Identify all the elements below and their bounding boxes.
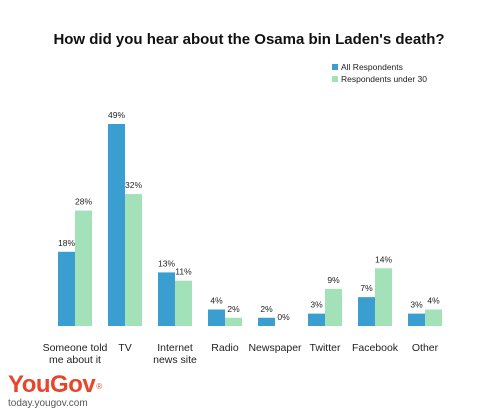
data-label: 32% xyxy=(125,180,142,190)
bar-under30-6 xyxy=(375,268,392,326)
category-label: Facebook xyxy=(352,342,399,354)
bars xyxy=(58,124,442,326)
data-label: 3% xyxy=(410,300,423,310)
category-label: Twitter xyxy=(310,342,341,354)
data-label: 4% xyxy=(210,296,223,306)
data-label: 2% xyxy=(227,304,240,314)
category-label: TV xyxy=(118,342,131,354)
brand-name: YouGov xyxy=(8,371,96,398)
data-label: 7% xyxy=(360,283,373,293)
legend: All Respondents Respondents under 30 xyxy=(332,62,427,84)
yougov-logo: YouGov® today.yougov.com xyxy=(8,371,102,410)
bar-under30-3 xyxy=(225,317,242,326)
category-label: Newspaper xyxy=(248,342,302,354)
bar-all-2 xyxy=(158,272,175,326)
registered-mark: ® xyxy=(96,382,102,391)
data-label: 11% xyxy=(175,267,192,277)
category-label: me about it xyxy=(49,354,101,366)
data-labels: 18% 28% 49% 32% 13%11% 4% 2% 2% 0% 3% 9% 7% 14% 3% 4% xyxy=(58,110,440,322)
category-label: Radio xyxy=(211,342,239,354)
legend-entry: All Respondents xyxy=(341,62,403,72)
data-label: 3% xyxy=(310,300,323,310)
data-label: 13% xyxy=(158,258,175,268)
data-label: 14% xyxy=(375,254,392,264)
bar-all-0 xyxy=(58,251,75,326)
bar-all-1 xyxy=(108,124,125,326)
bar-all-4 xyxy=(258,317,275,326)
data-label: 28% xyxy=(75,197,92,207)
bar-all-3 xyxy=(208,309,225,326)
bar-under30-5 xyxy=(325,288,342,326)
legend-swatch xyxy=(332,76,338,82)
bar-under30-0 xyxy=(75,210,92,326)
bar-all-7 xyxy=(408,313,425,326)
data-label: 2% xyxy=(260,304,273,314)
data-label: 18% xyxy=(58,238,75,248)
data-label: 9% xyxy=(327,275,340,285)
data-label: 49% xyxy=(108,110,125,120)
category-label: news site xyxy=(153,354,197,366)
bar-all-6 xyxy=(358,297,375,326)
data-label: 0% xyxy=(277,312,290,322)
chart-title: How did you hear about the Osama bin Lad… xyxy=(53,31,444,48)
legend-entry: Respondents under 30 xyxy=(341,74,427,84)
brand-url: today.yougov.com xyxy=(8,398,88,409)
bar-under30-2 xyxy=(175,280,192,326)
bar-under30-1 xyxy=(125,194,142,326)
category-label: Other xyxy=(412,342,439,354)
data-label: 4% xyxy=(427,296,440,306)
category-label: Someone told xyxy=(43,342,108,354)
bar-under30-7 xyxy=(425,309,442,326)
legend-swatch xyxy=(332,64,338,70)
category-label: Internet xyxy=(157,342,193,354)
bar-all-5 xyxy=(308,313,325,326)
